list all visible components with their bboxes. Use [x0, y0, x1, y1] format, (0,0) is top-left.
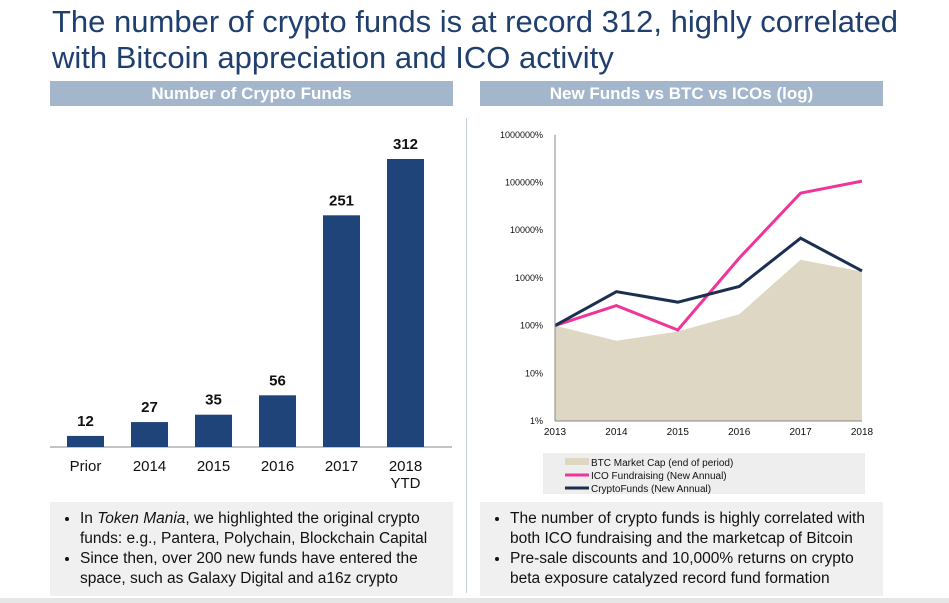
- legend-label: CryptoFunds (New Annual): [591, 484, 711, 495]
- footer-strip: [0, 598, 949, 603]
- x-tick-label: 2015: [197, 458, 230, 475]
- data-label: 251: [329, 192, 354, 209]
- slide-title: The number of crypto funds is at record …: [52, 4, 899, 75]
- x-tick-label: 2013: [544, 427, 567, 438]
- bar-chart: 12 Prior 27 2014 35 2015 56 2016 251 2017 312 2018Y…: [50, 136, 452, 492]
- y-tick-label: 1000000%: [500, 130, 543, 140]
- bullet: Since then, over 200 new funds have ente…: [80, 549, 453, 589]
- y-tick-label: 1%: [530, 416, 543, 426]
- data-label: 312: [393, 136, 418, 153]
- bullet: In Token Mania, we highlighted the origi…: [80, 509, 453, 549]
- area-series-btc: [555, 259, 862, 421]
- bar: [67, 435, 104, 447]
- legend: [543, 453, 865, 494]
- bar: [131, 422, 168, 447]
- legend-swatch: [565, 458, 589, 465]
- y-tick-label: 100000%: [505, 178, 543, 188]
- x-tick-label: 2017: [789, 427, 812, 438]
- y-tick-label: 1000%: [515, 273, 543, 283]
- data-label: 35: [205, 392, 222, 409]
- right-notes: The number of crypto funds is highly cor…: [480, 502, 883, 596]
- bullet: Pre-sale discounts and 10,000% returns o…: [510, 549, 883, 589]
- data-label: 12: [77, 413, 94, 430]
- y-tick-label: 10%: [525, 368, 543, 378]
- x-tick-label: 2016: [261, 458, 294, 475]
- data-label: 56: [269, 372, 286, 389]
- x-tick-label: 2015: [667, 427, 690, 438]
- bar: [323, 215, 360, 447]
- x-tick-label: YTD: [391, 475, 421, 492]
- data-label: 27: [141, 399, 158, 416]
- y-tick-label: 100%: [520, 321, 543, 331]
- x-tick-label: 2014: [605, 427, 628, 438]
- bar: [259, 395, 296, 447]
- x-tick-label: 2016: [728, 427, 751, 438]
- legend-label: BTC Market Cap (end of period): [591, 458, 733, 469]
- bar: [387, 159, 424, 447]
- x-tick-label: 2014: [133, 458, 166, 475]
- right-chart-header: New Funds vs BTC vs ICOs (log): [480, 81, 883, 106]
- x-tick-label: 2018: [851, 427, 874, 438]
- y-tick-label: 10000%: [510, 225, 543, 235]
- divider: [466, 118, 467, 593]
- x-tick-label: 2017: [325, 458, 358, 475]
- left-chart-header: Number of Crypto Funds: [50, 81, 453, 106]
- bullet: The number of crypto funds is highly cor…: [510, 509, 883, 549]
- log-line-chart: 1% 10% 100% 1000% 10000% 100000% 1000000% 2013 2…: [500, 130, 874, 495]
- legend-label: ICO Fundraising (New Annual): [591, 471, 727, 482]
- bar: [195, 414, 232, 447]
- left-notes: In Token Mania, we highlighted the origi…: [50, 502, 453, 596]
- line-series-funds: [554, 236, 863, 327]
- x-tick-label: 2018: [389, 458, 422, 475]
- x-tick-label: Prior: [70, 458, 102, 475]
